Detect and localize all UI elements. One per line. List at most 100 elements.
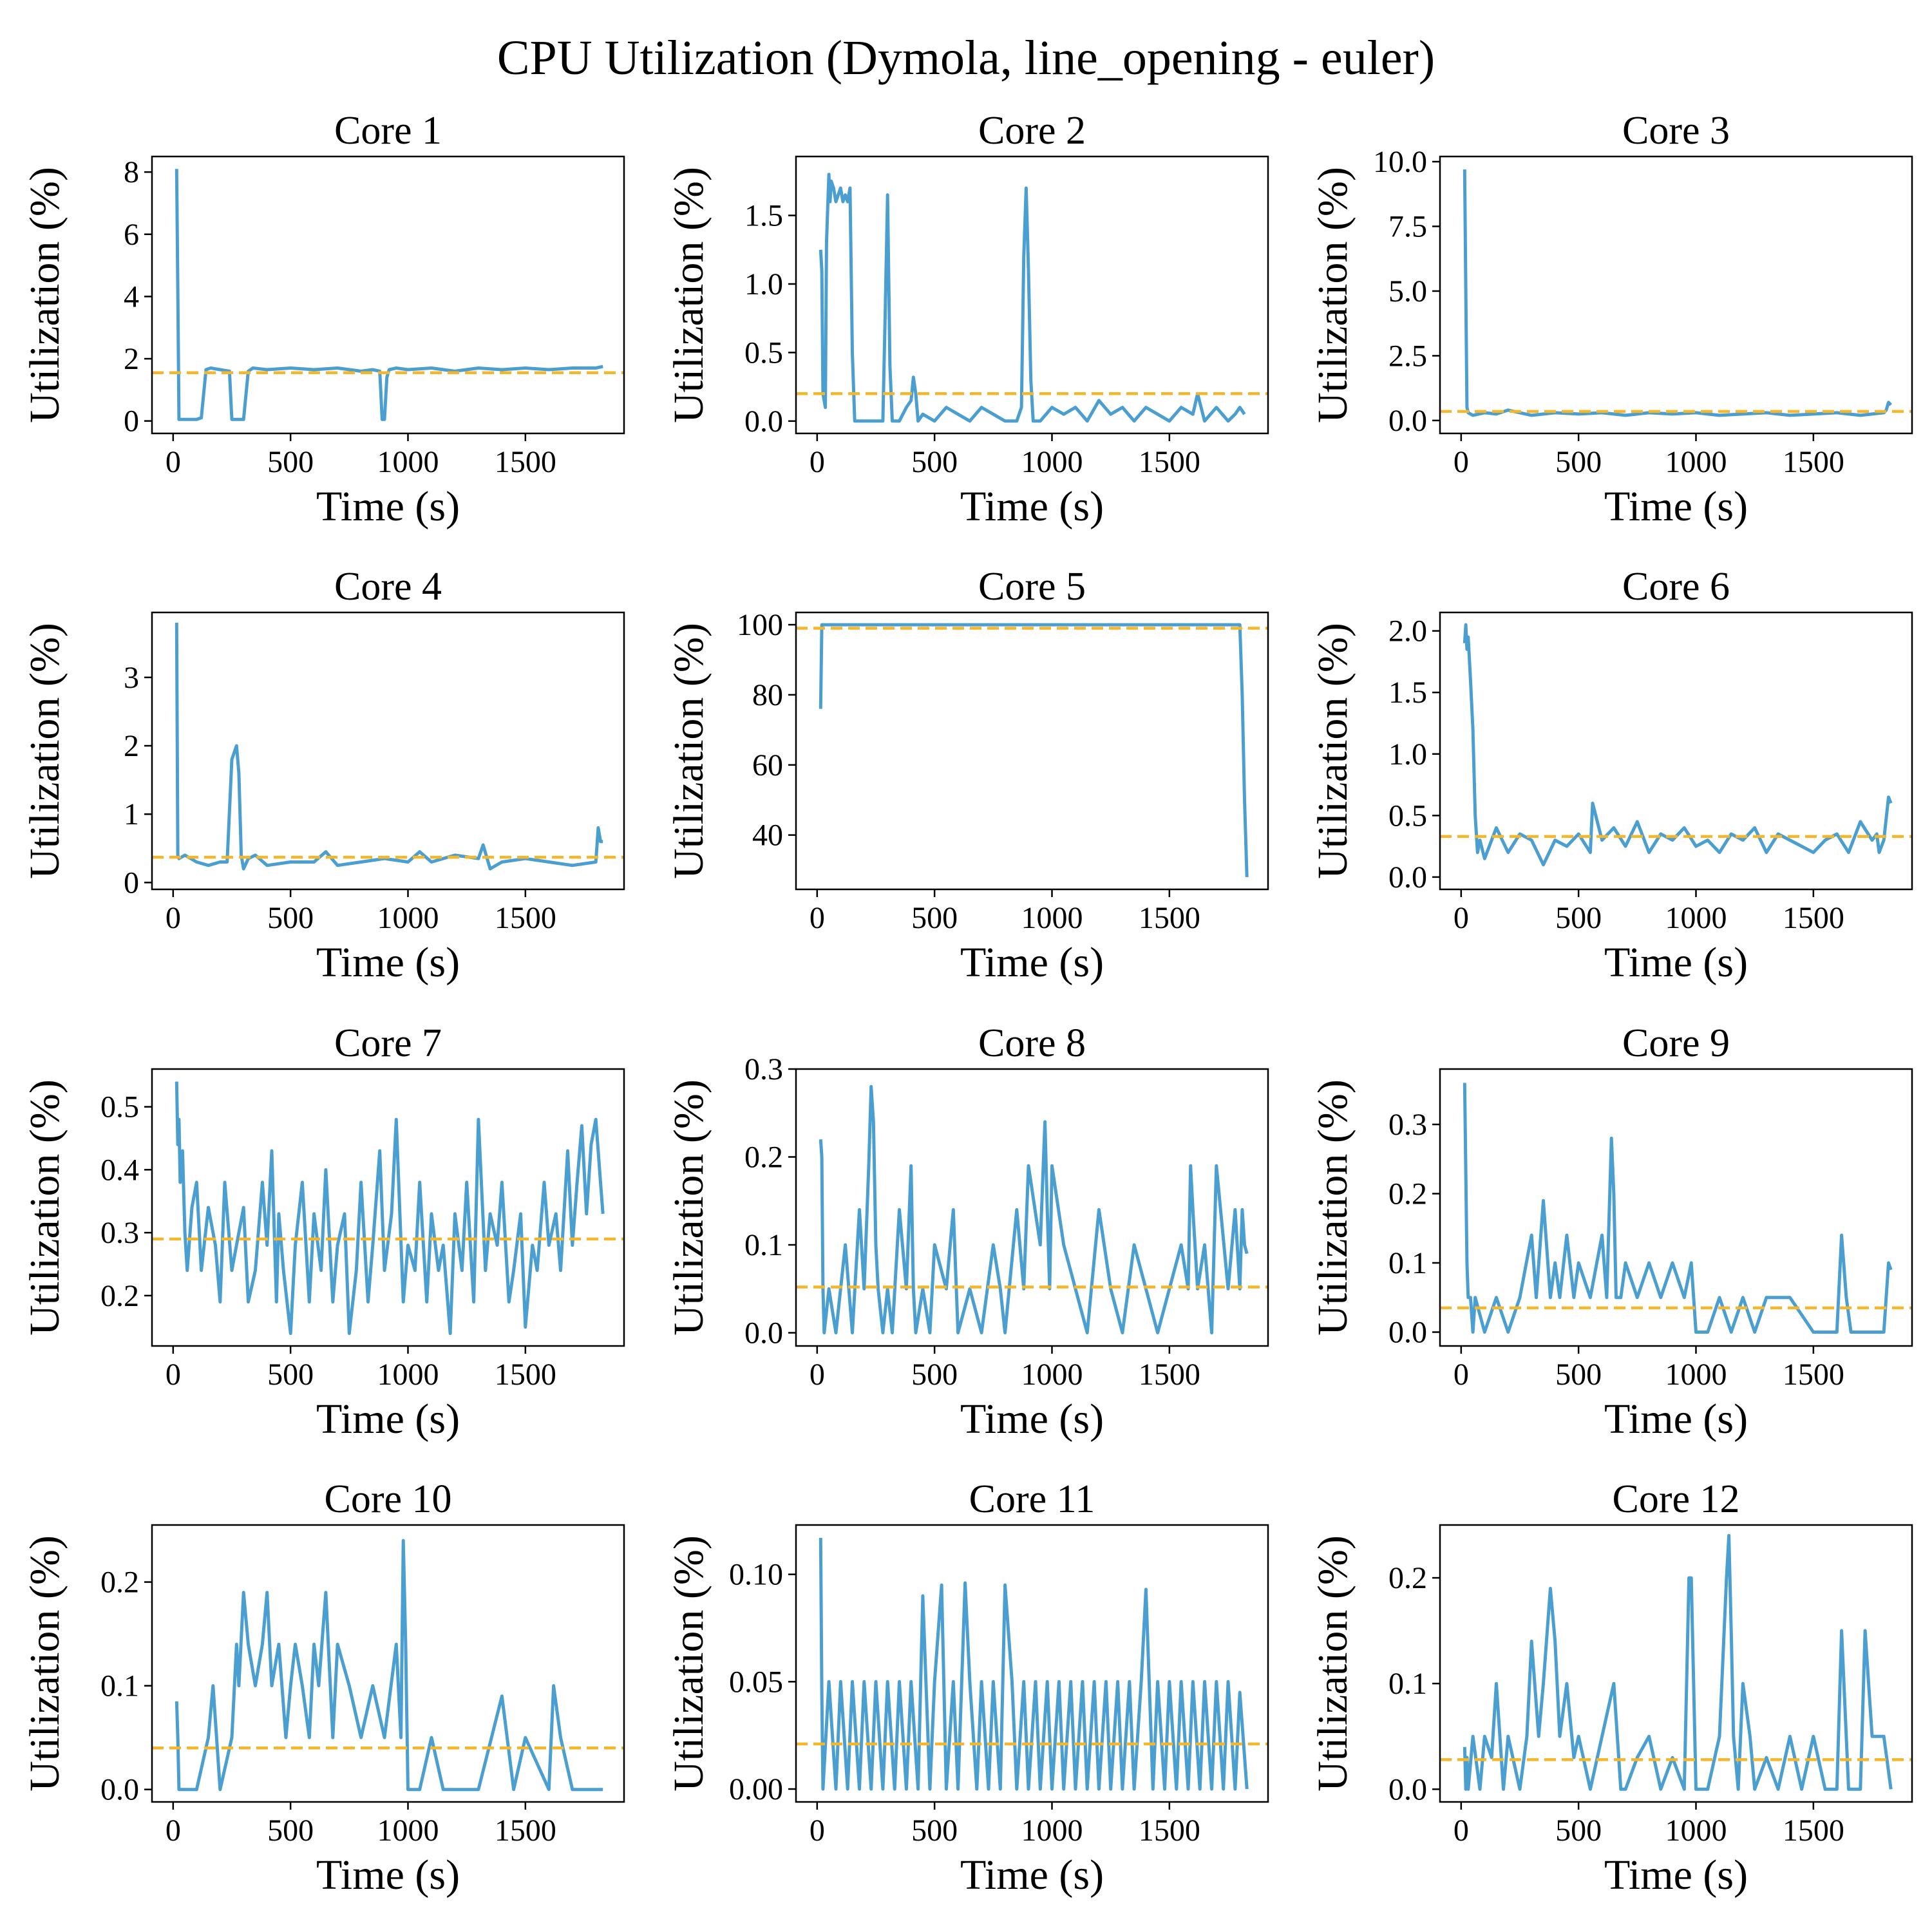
x-tick-label: 1000 bbox=[1665, 445, 1727, 479]
x-tick-label: 0 bbox=[1454, 1358, 1469, 1392]
x-axis-label: Time (s) bbox=[1604, 939, 1748, 986]
x-tick-label: 1000 bbox=[1021, 1814, 1083, 1848]
y-axis-label: Utilization (%) bbox=[1309, 1535, 1356, 1792]
x-axis-label: Time (s) bbox=[316, 1852, 460, 1899]
y-tick-label: 8 bbox=[124, 155, 139, 189]
utilization-line bbox=[819, 623, 1249, 877]
x-tick-label: 1500 bbox=[1139, 445, 1200, 479]
y-tick-label: 0.10 bbox=[729, 1558, 783, 1592]
y-tick-label: 0.00 bbox=[729, 1772, 783, 1806]
x-tick-label: 1000 bbox=[377, 1814, 439, 1848]
utilization-line bbox=[175, 1081, 605, 1335]
y-tick-label: 0.0 bbox=[1388, 404, 1427, 438]
figure-title: CPU Utilization (Dymola, line_opening - … bbox=[497, 31, 1435, 85]
y-tick-label: 0.3 bbox=[1388, 1108, 1427, 1142]
subplot-4: Core 4 0 500 1000 1500 0 1 2 3 Time (s) Utilizatio… bbox=[21, 565, 625, 986]
x-axis-label: Time (s) bbox=[960, 1396, 1104, 1443]
y-tick-label: 1.0 bbox=[1388, 737, 1427, 772]
y-axis-label: Utilization (%) bbox=[665, 1079, 712, 1336]
utilization-line bbox=[175, 1539, 603, 1792]
subplot-title: Core 1 bbox=[334, 109, 442, 153]
y-axis-label: Utilization (%) bbox=[21, 1535, 68, 1792]
x-tick-label: 1000 bbox=[1021, 445, 1083, 479]
y-tick-label: 0.0 bbox=[744, 404, 783, 439]
subplot-9: Core 9 0 500 1000 1500 0.0 0.1 0.2 0.3 Time (s) Ut… bbox=[1309, 1021, 1913, 1443]
subplot-title: Core 3 bbox=[1622, 109, 1730, 153]
subplot-title: Core 12 bbox=[1612, 1477, 1739, 1521]
y-tick-label: 0.2 bbox=[100, 1279, 139, 1313]
subplot-title: Core 2 bbox=[978, 109, 1086, 153]
subplot-title: Core 11 bbox=[969, 1477, 1095, 1521]
y-tick-label: 0.2 bbox=[744, 1141, 783, 1175]
y-axis-label: Utilization (%) bbox=[665, 167, 712, 423]
x-tick-label: 500 bbox=[267, 1358, 314, 1392]
utilization-line bbox=[819, 173, 1246, 423]
axes-frame bbox=[1439, 611, 1913, 891]
utilization-line bbox=[1463, 1083, 1893, 1334]
x-tick-label: 500 bbox=[911, 445, 958, 479]
x-tick-label: 500 bbox=[911, 1814, 958, 1848]
y-tick-label: 100 bbox=[737, 608, 783, 642]
y-tick-label: 0.0 bbox=[100, 1773, 139, 1807]
x-tick-label: 0 bbox=[166, 1814, 181, 1848]
y-tick-label: 0.5 bbox=[1388, 799, 1427, 833]
x-axis-label: Time (s) bbox=[316, 939, 460, 986]
subplot-3: Core 3 0 500 1000 1500 0.0 2.5 5.0 7.5 10.0 Time (… bbox=[1309, 109, 1913, 530]
subplot-title: Core 5 bbox=[978, 565, 1086, 609]
utilization-line bbox=[819, 1537, 1249, 1791]
utilization-line bbox=[1463, 169, 1893, 417]
x-tick-label: 500 bbox=[1555, 1814, 1602, 1848]
x-axis-label: Time (s) bbox=[1604, 1852, 1748, 1899]
axes-frame bbox=[1439, 1524, 1913, 1803]
x-tick-label: 1500 bbox=[495, 445, 556, 479]
axes-frame bbox=[1439, 155, 1913, 435]
x-tick-label: 1000 bbox=[377, 901, 439, 935]
x-tick-label: 1500 bbox=[1139, 901, 1200, 935]
y-tick-label: 40 bbox=[752, 819, 783, 853]
x-tick-label: 0 bbox=[1454, 1814, 1469, 1848]
x-tick-label: 1000 bbox=[1665, 1358, 1727, 1392]
axes-frame bbox=[795, 611, 1269, 891]
axes-frame bbox=[795, 1068, 1269, 1347]
y-tick-label: 2.5 bbox=[1388, 339, 1427, 373]
x-axis-label: Time (s) bbox=[316, 483, 460, 530]
y-tick-label: 0.4 bbox=[100, 1153, 139, 1187]
y-tick-label: 60 bbox=[752, 748, 783, 782]
x-tick-label: 0 bbox=[1454, 445, 1469, 479]
x-tick-label: 1000 bbox=[1665, 901, 1727, 935]
subplot-10: Core 10 0 500 1000 1500 0.0 0.1 0.2 Time (s) Util… bbox=[21, 1477, 625, 1899]
subplot-7: Core 7 0 500 1000 1500 0.2 0.3 0.4 0.5 Time (s) Ut… bbox=[21, 1021, 625, 1443]
x-axis-label: Time (s) bbox=[1604, 1396, 1748, 1443]
y-axis-label: Utilization (%) bbox=[665, 1535, 712, 1792]
y-tick-label: 0.1 bbox=[1388, 1246, 1427, 1280]
x-axis-label: Time (s) bbox=[316, 1396, 460, 1443]
x-tick-label: 0 bbox=[166, 445, 181, 479]
y-tick-label: 0 bbox=[124, 404, 139, 439]
axes-frame bbox=[151, 611, 625, 891]
y-tick-label: 0.3 bbox=[744, 1052, 783, 1086]
x-tick-label: 0 bbox=[166, 1358, 181, 1392]
axes-frame bbox=[151, 1068, 625, 1347]
y-tick-label: 0.1 bbox=[1388, 1667, 1427, 1701]
x-tick-label: 500 bbox=[1555, 445, 1602, 479]
y-axis-label: Utilization (%) bbox=[21, 1079, 68, 1336]
subplot-title: Core 7 bbox=[334, 1021, 442, 1065]
y-tick-label: 0.1 bbox=[100, 1669, 139, 1703]
subplot-6: Core 6 0 500 1000 1500 0.0 0.5 1.0 1.5 2.0 Time (s… bbox=[1309, 565, 1913, 986]
y-tick-label: 1.5 bbox=[744, 199, 783, 233]
x-axis-label: Time (s) bbox=[960, 483, 1104, 530]
y-tick-label: 10.0 bbox=[1373, 145, 1427, 179]
utilization-line bbox=[1463, 1533, 1893, 1791]
x-axis-label: Time (s) bbox=[1604, 483, 1748, 530]
subplot-title: Core 8 bbox=[978, 1021, 1086, 1065]
x-tick-label: 1500 bbox=[1783, 901, 1844, 935]
subplot-2: Core 2 0 500 1000 1500 0.0 0.5 1.0 1.5 Time (s) Ut… bbox=[665, 109, 1269, 530]
y-tick-label: 6 bbox=[124, 218, 139, 252]
y-axis-label: Utilization (%) bbox=[21, 623, 68, 879]
x-tick-label: 500 bbox=[267, 1814, 314, 1848]
utilization-line bbox=[819, 1084, 1249, 1334]
x-axis-label: Time (s) bbox=[960, 939, 1104, 986]
x-tick-label: 500 bbox=[1555, 1358, 1602, 1392]
y-tick-label: 7.5 bbox=[1388, 210, 1427, 244]
